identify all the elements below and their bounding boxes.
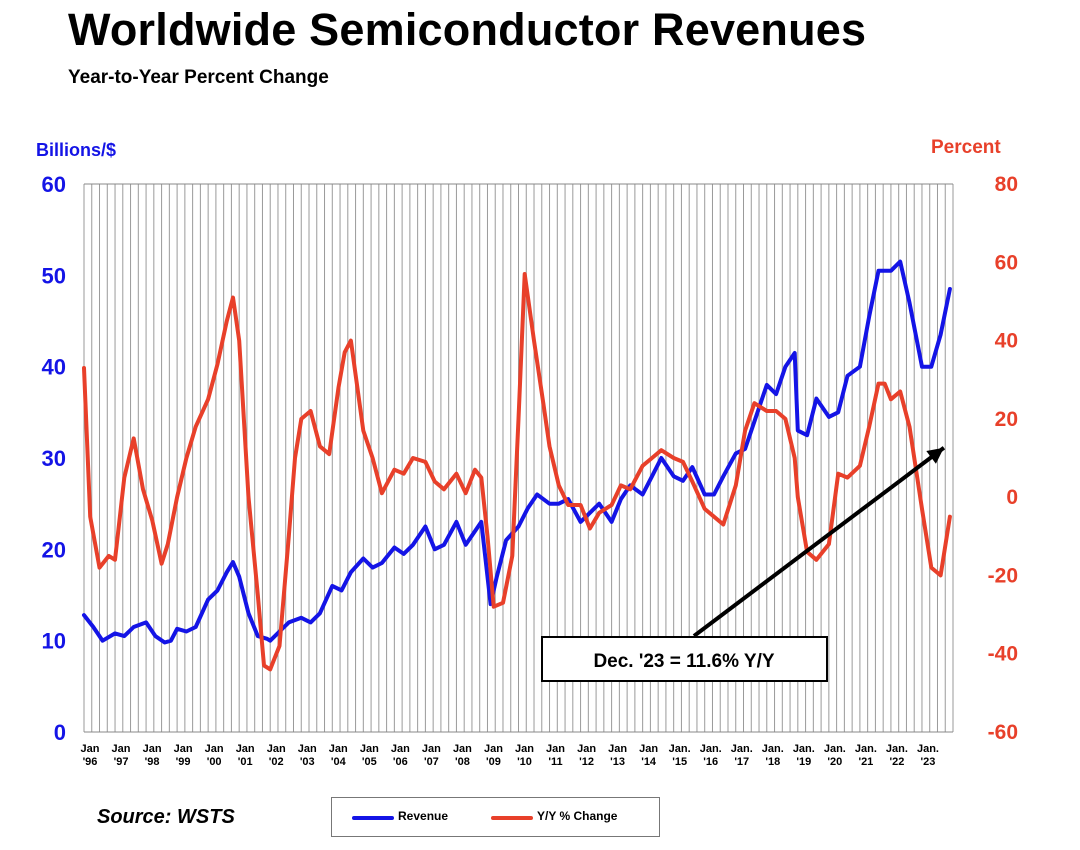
- left-tick-label: 20: [42, 537, 66, 562]
- x-tick-label: '19: [796, 756, 811, 768]
- series-line-yoy: [82, 272, 952, 672]
- x-tick-label: Jan: [639, 743, 658, 755]
- x-tick-label: Jan: [484, 743, 503, 755]
- x-tick-label: Jan: [112, 743, 131, 755]
- x-tick-label: '96: [83, 756, 98, 768]
- left-tick-label: 30: [42, 446, 66, 471]
- x-tick-label: '20: [827, 756, 842, 768]
- x-tick-label: '15: [672, 756, 687, 768]
- x-tick-label: '08: [455, 756, 470, 768]
- legend-label-revenue: Revenue: [398, 809, 449, 823]
- x-tick-label: '18: [765, 756, 780, 768]
- x-tick-label: '97: [114, 756, 129, 768]
- left-axis-label: Billions/$: [36, 140, 117, 160]
- chart-subtitle: Year-to-Year Percent Change: [68, 67, 329, 88]
- x-tick-label: '99: [176, 756, 191, 768]
- x-tick-label: Jan.: [855, 743, 877, 755]
- x-tick-label: Jan: [236, 743, 255, 755]
- x-tick-label: '14: [641, 756, 657, 768]
- legend-label-yoy: Y/Y % Change: [537, 809, 618, 823]
- x-tick-label: Jan: [360, 743, 379, 755]
- x-tick-label: '01: [238, 756, 253, 768]
- x-tick-label: Jan: [267, 743, 286, 755]
- x-tick-label: Jan: [298, 743, 317, 755]
- legend-swatch-revenue: [352, 816, 394, 820]
- annotation-arrow-head: [926, 447, 944, 464]
- chart-plot: 0102030405060-60-40-20020406080Jan'96Jan…: [42, 172, 1018, 768]
- source-note: Source: WSTS: [97, 806, 235, 828]
- x-tick-label: '12: [579, 756, 594, 768]
- x-tick-label: Jan: [515, 743, 534, 755]
- x-tick-label: Jan.: [793, 743, 815, 755]
- x-tick-label: Jan: [81, 743, 100, 755]
- right-tick-label: -60: [988, 721, 1018, 744]
- x-tick-label: '06: [393, 756, 408, 768]
- x-tick-label: Jan: [546, 743, 565, 755]
- x-tick-label: Jan.: [700, 743, 722, 755]
- annotation-text: Dec. '23 = 11.6% Y/Y: [593, 651, 774, 672]
- right-tick-label: 0: [1006, 486, 1018, 509]
- x-tick-label: '21: [858, 756, 873, 768]
- x-tick-label: Jan.: [824, 743, 846, 755]
- right-tick-label: 40: [995, 330, 1018, 353]
- x-tick-label: '00: [207, 756, 222, 768]
- right-tick-label: -20: [988, 564, 1018, 587]
- x-tick-label: Jan: [205, 743, 224, 755]
- x-tick-label: Jan.: [731, 743, 753, 755]
- x-tick-label: Jan.: [886, 743, 908, 755]
- x-tick-label: Jan: [391, 743, 410, 755]
- x-tick-label: Jan: [143, 743, 162, 755]
- x-tick-label: Jan.: [762, 743, 784, 755]
- x-tick-label: Jan: [329, 743, 348, 755]
- x-tick-label: '16: [703, 756, 718, 768]
- x-tick-label: Jan: [608, 743, 627, 755]
- x-tick-label: Jan: [577, 743, 596, 755]
- x-tick-label: '09: [486, 756, 501, 768]
- x-tick-label: '02: [269, 756, 284, 768]
- right-tick-label: 20: [995, 408, 1018, 431]
- left-tick-label: 40: [42, 355, 66, 380]
- legend: Revenue Y/Y % Change: [331, 797, 660, 837]
- x-tick-label: '03: [300, 756, 315, 768]
- x-tick-label: '13: [610, 756, 625, 768]
- left-tick-label: 0: [54, 720, 66, 745]
- right-tick-label: -40: [988, 643, 1018, 666]
- series-line-revenue: [82, 259, 952, 645]
- x-tick-label: Jan: [453, 743, 472, 755]
- chart-title: Worldwide Semiconductor Revenues: [68, 4, 867, 55]
- x-tick-label: '07: [424, 756, 439, 768]
- x-tick-label: '10: [517, 756, 532, 768]
- x-tick-label: '22: [889, 756, 904, 768]
- x-tick-label: '05: [362, 756, 377, 768]
- x-tick-label: '23: [921, 756, 936, 768]
- right-axis-label: Percent: [931, 137, 1001, 158]
- annotation-box: [541, 636, 828, 682]
- x-tick-label: Jan.: [669, 743, 691, 755]
- left-tick-label: 50: [42, 263, 66, 288]
- x-tick-label: Jan: [422, 743, 441, 755]
- x-tick-label: '98: [145, 756, 160, 768]
- right-tick-label: 80: [995, 173, 1018, 196]
- left-tick-label: 10: [42, 629, 66, 654]
- x-tick-label: Jan.: [917, 743, 939, 755]
- left-tick-label: 60: [42, 172, 66, 197]
- right-tick-label: 60: [995, 251, 1018, 274]
- x-tick-label: '04: [331, 756, 347, 768]
- legend-swatch-yoy: [491, 816, 533, 820]
- x-tick-label: '11: [548, 756, 562, 768]
- x-tick-label: '17: [734, 756, 749, 768]
- x-tick-label: Jan: [174, 743, 193, 755]
- annotation-arrow-shaft: [692, 446, 946, 638]
